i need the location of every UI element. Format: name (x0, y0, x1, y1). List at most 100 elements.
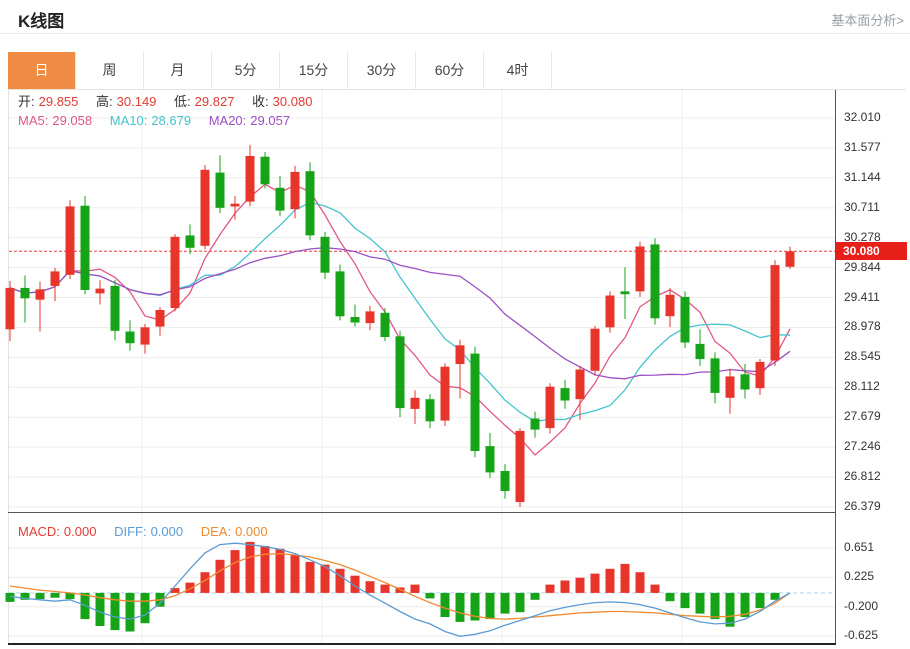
dea-value: 0.000 (235, 524, 268, 539)
macd-bar (500, 592, 510, 614)
candle-body (185, 235, 195, 248)
low-value: 29.827 (194, 94, 235, 109)
candle-body (260, 156, 270, 185)
ma10-value: 28.679 (151, 113, 192, 128)
close-label: 收: (252, 94, 269, 109)
candle-body (530, 418, 540, 430)
candle-body (20, 287, 30, 299)
price-tick-label: 30.278 (844, 229, 881, 244)
macd-bar (560, 580, 570, 593)
price-tick-label: 28.978 (844, 319, 881, 334)
candle-body (110, 285, 120, 331)
macd-label: MACD: (18, 524, 60, 539)
macd-bar (395, 587, 405, 593)
macd-bar (35, 592, 45, 600)
macd-tick-label: 0.651 (844, 540, 875, 554)
macd-bar (305, 561, 315, 593)
candle-body (80, 205, 90, 290)
macd-bar (590, 573, 600, 593)
macd-bar (725, 592, 735, 627)
macd-bar (125, 592, 135, 632)
ma5-value: 29.058 (52, 113, 93, 128)
open-label: 开: (18, 94, 35, 109)
diff-label: DIFF: (114, 524, 147, 539)
candle-body (695, 343, 705, 360)
tab-5min[interactable]: 5分 (212, 52, 280, 89)
price-tick-label: 26.379 (844, 499, 881, 513)
macd-bar (260, 546, 270, 593)
candle-body (35, 289, 45, 300)
price-tick-label: 26.812 (844, 469, 881, 484)
price-tick-label: 28.112 (844, 379, 880, 394)
price-tick-label: 30.711 (844, 199, 880, 214)
ma20-line (9, 247, 791, 380)
macd-tick-label: -0.625 (844, 628, 879, 642)
macd-bar (215, 559, 225, 593)
tab-week[interactable]: 周 (76, 52, 144, 89)
candle-body (215, 172, 225, 208)
candle-body (755, 361, 765, 389)
candle-body (335, 271, 345, 317)
macd-bar (740, 592, 750, 617)
dea-line (9, 552, 791, 620)
candle-body (740, 374, 750, 390)
candles-layer[interactable] (5, 144, 795, 507)
ma10-label: MA10: (109, 113, 148, 128)
candle-body (560, 388, 570, 401)
ma-readout: MA5: 29.058 MA10: 28.679 MA20: 29.057 (18, 113, 294, 128)
price-tick-label: 31.144 (844, 169, 881, 184)
candle-body (5, 287, 15, 330)
macd-bar (635, 572, 645, 593)
ohlc-readout: 开: 29.855 高: 30.149 低: 29.827 收: 30.080 (18, 91, 316, 110)
candle-body (410, 397, 420, 409)
candle-body (155, 310, 165, 327)
macd-bar (455, 592, 465, 622)
ma20-label: MA20: (208, 113, 247, 128)
price-tick-label: 27.679 (844, 409, 881, 424)
tab-30min[interactable]: 30分 (348, 52, 416, 89)
candle-body (485, 446, 495, 473)
macd-bar (440, 592, 450, 617)
macd-bar (695, 592, 705, 614)
candle-body (710, 358, 720, 393)
candle-body (350, 317, 360, 323)
macd-tick-label: 0.225 (844, 569, 875, 584)
candle-body (200, 169, 210, 246)
macd-histogram-layer[interactable] (5, 541, 780, 632)
tab-month[interactable]: 月 (144, 52, 212, 89)
candle-body (620, 291, 630, 295)
candle-body (650, 244, 660, 319)
fundamental-analysis-link[interactable]: 基本面分析> (831, 13, 904, 28)
macd-bar (665, 592, 675, 602)
tab-60min[interactable]: 60分 (416, 52, 484, 89)
candle-body (380, 312, 390, 337)
candle-body (305, 171, 315, 236)
candle-body (275, 187, 285, 211)
macd-bar (380, 584, 390, 593)
tab-day[interactable]: 日 (8, 52, 76, 89)
price-tick-label: 31.577 (844, 139, 881, 154)
candle-body (590, 328, 600, 371)
candle-body (230, 203, 240, 207)
header-divider (0, 33, 910, 34)
candle-body (575, 369, 585, 400)
candle-body (725, 376, 735, 398)
low-label: 低: (174, 94, 191, 109)
price-tick-label: 28.545 (844, 349, 881, 364)
high-label: 高: (96, 94, 113, 109)
macd-bar (545, 584, 555, 593)
macd-tick-label: -0.200 (844, 598, 879, 613)
macd-bar (95, 592, 105, 626)
macd-bar (65, 592, 75, 600)
tab-15min[interactable]: 15分 (280, 52, 348, 89)
tab-4hour[interactable]: 4时 (484, 52, 552, 89)
macd-bar (770, 592, 780, 600)
candle-body (545, 386, 555, 429)
macd-bar (575, 577, 585, 593)
macd-bar (410, 584, 420, 593)
candle-body (320, 236, 330, 273)
macd-bar (200, 572, 210, 593)
candle-body (425, 399, 435, 422)
